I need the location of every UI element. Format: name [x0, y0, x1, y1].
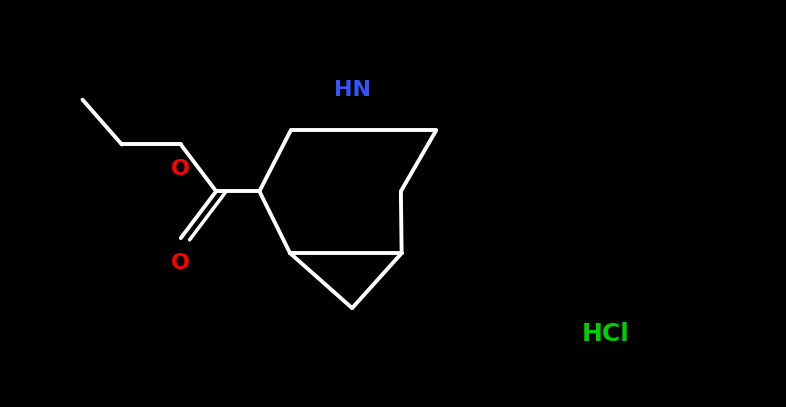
Text: O: O [171, 252, 190, 273]
Text: HCl: HCl [582, 322, 629, 346]
Text: HN: HN [333, 79, 371, 100]
Text: O: O [171, 159, 190, 179]
